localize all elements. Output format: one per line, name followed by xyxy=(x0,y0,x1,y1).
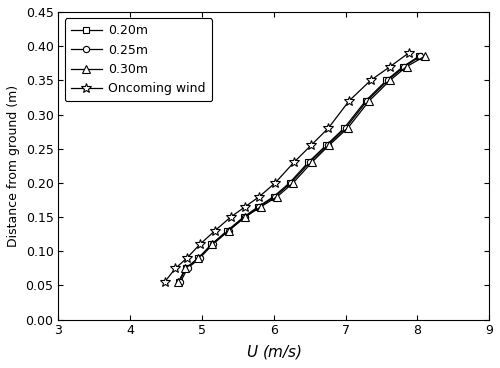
Oncoming wind xyxy=(406,51,411,55)
0.25m xyxy=(272,194,278,199)
0.20m xyxy=(286,181,292,185)
Line: 0.20m: 0.20m xyxy=(176,53,422,285)
0.30m xyxy=(209,242,215,247)
0.30m xyxy=(422,54,428,59)
0.25m xyxy=(178,280,184,284)
0.25m xyxy=(210,242,216,247)
0.25m xyxy=(306,160,312,164)
X-axis label: $U$ (m/s): $U$ (m/s) xyxy=(246,343,302,361)
0.20m xyxy=(416,54,422,59)
Oncoming wind xyxy=(184,256,190,260)
Oncoming wind xyxy=(291,160,297,164)
Legend: 0.20m, 0.25m, 0.30m, Oncoming wind: 0.20m, 0.25m, 0.30m, Oncoming wind xyxy=(64,18,212,102)
0.30m xyxy=(309,160,315,164)
0.20m xyxy=(208,242,214,247)
0.30m xyxy=(387,78,393,82)
Oncoming wind xyxy=(368,78,374,82)
Oncoming wind xyxy=(228,215,234,219)
0.20m xyxy=(270,194,276,199)
Line: 0.25m: 0.25m xyxy=(178,53,424,285)
0.30m xyxy=(176,280,182,284)
Oncoming wind xyxy=(172,266,178,270)
0.30m xyxy=(274,194,280,199)
Oncoming wind xyxy=(197,242,203,247)
0.20m xyxy=(224,229,230,233)
Oncoming wind xyxy=(256,194,262,199)
0.25m xyxy=(288,181,294,185)
0.25m xyxy=(197,256,203,260)
0.20m xyxy=(400,64,406,69)
0.20m xyxy=(384,78,390,82)
Oncoming wind xyxy=(162,280,168,284)
0.25m xyxy=(385,78,391,82)
0.30m xyxy=(196,256,202,260)
Oncoming wind xyxy=(212,229,218,233)
Y-axis label: Distance from ground (m): Distance from ground (m) xyxy=(7,85,20,247)
Oncoming wind xyxy=(387,64,393,69)
0.30m xyxy=(290,181,296,185)
0.20m xyxy=(196,256,202,260)
Oncoming wind xyxy=(346,99,352,103)
0.25m xyxy=(342,126,348,130)
Oncoming wind xyxy=(242,205,248,209)
Oncoming wind xyxy=(326,126,332,130)
0.30m xyxy=(344,126,350,130)
0.20m xyxy=(255,205,261,209)
0.30m xyxy=(242,215,248,219)
0.30m xyxy=(326,143,332,148)
0.20m xyxy=(183,266,189,270)
0.30m xyxy=(366,99,372,103)
0.20m xyxy=(176,280,182,284)
0.25m xyxy=(184,266,190,270)
0.25m xyxy=(364,99,370,103)
0.30m xyxy=(404,64,409,69)
0.25m xyxy=(242,215,248,219)
0.30m xyxy=(226,229,232,233)
Oncoming wind xyxy=(272,181,278,185)
0.20m xyxy=(362,99,368,103)
Oncoming wind xyxy=(308,143,314,148)
0.30m xyxy=(182,266,188,270)
0.25m xyxy=(417,54,423,59)
0.25m xyxy=(256,205,262,209)
0.20m xyxy=(341,126,347,130)
0.20m xyxy=(323,143,329,148)
Line: Oncoming wind: Oncoming wind xyxy=(160,48,414,287)
0.25m xyxy=(402,64,407,69)
0.25m xyxy=(324,143,330,148)
0.30m xyxy=(258,205,264,209)
0.25m xyxy=(226,229,232,233)
Line: 0.30m: 0.30m xyxy=(174,53,428,286)
0.20m xyxy=(305,160,311,164)
0.20m xyxy=(240,215,246,219)
